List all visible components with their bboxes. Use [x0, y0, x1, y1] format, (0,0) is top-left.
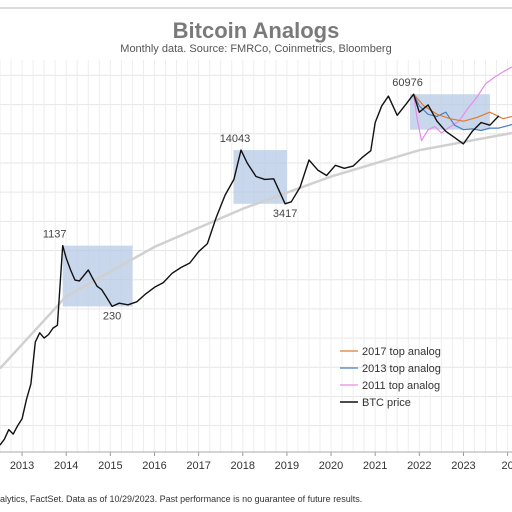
x-tick-label: 2019	[275, 460, 299, 472]
x-tick-label: 2023	[451, 460, 475, 472]
legend: 2017 top analog 2013 top analog 2011 top a…	[340, 346, 441, 409]
annotation-label: 60976	[392, 77, 423, 89]
x-tick-label: 2020	[319, 460, 343, 472]
annotation-label: 14043	[220, 133, 251, 145]
series-layer	[0, 66, 512, 446]
highlight-region	[410, 94, 490, 130]
legend-label: BTC price	[362, 397, 411, 409]
footnote: alytics, FactSet. Data as of 10/29/2023.…	[0, 494, 362, 504]
x-tick-label: 2022	[407, 460, 431, 472]
trend-line	[0, 131, 512, 370]
x-tick-label: 2014	[54, 460, 78, 472]
x-tick-label: 20	[501, 460, 512, 472]
legend-label: 2011 top analog	[362, 380, 440, 392]
x-axis-ticks: 2013 2014 2015 2016 2017 2018 2019 2020 2021 2022…	[0, 451, 512, 472]
x-tick-label: 2015	[98, 460, 122, 472]
x-tick-label: 2013	[10, 460, 34, 472]
series-line-2013-top-analog	[413, 93, 512, 132]
series-line-btc-price	[0, 93, 500, 446]
x-tick-label: 2017	[186, 460, 210, 472]
legend-label: 2013 top analog	[362, 363, 441, 375]
annotation-label: 3417	[273, 208, 297, 220]
annotation-label: 1137	[43, 229, 67, 241]
legend-label: 2017 top analog	[362, 346, 441, 358]
chart-title: Bitcoin Analogs	[173, 18, 340, 43]
chart-subtitle: Monthly data. Source: FMRCo, Coinmetrics…	[120, 43, 391, 55]
annotation-label: 230	[103, 310, 121, 322]
x-tick-label: 2016	[142, 460, 166, 472]
annotation-layer: 1137 230 14043 3417 60976	[43, 77, 423, 322]
highlight-region	[62, 245, 133, 307]
x-tick-label: 2018	[231, 460, 255, 472]
series-line-2011-top-analog	[413, 66, 512, 142]
x-tick-label: 2021	[363, 460, 387, 472]
